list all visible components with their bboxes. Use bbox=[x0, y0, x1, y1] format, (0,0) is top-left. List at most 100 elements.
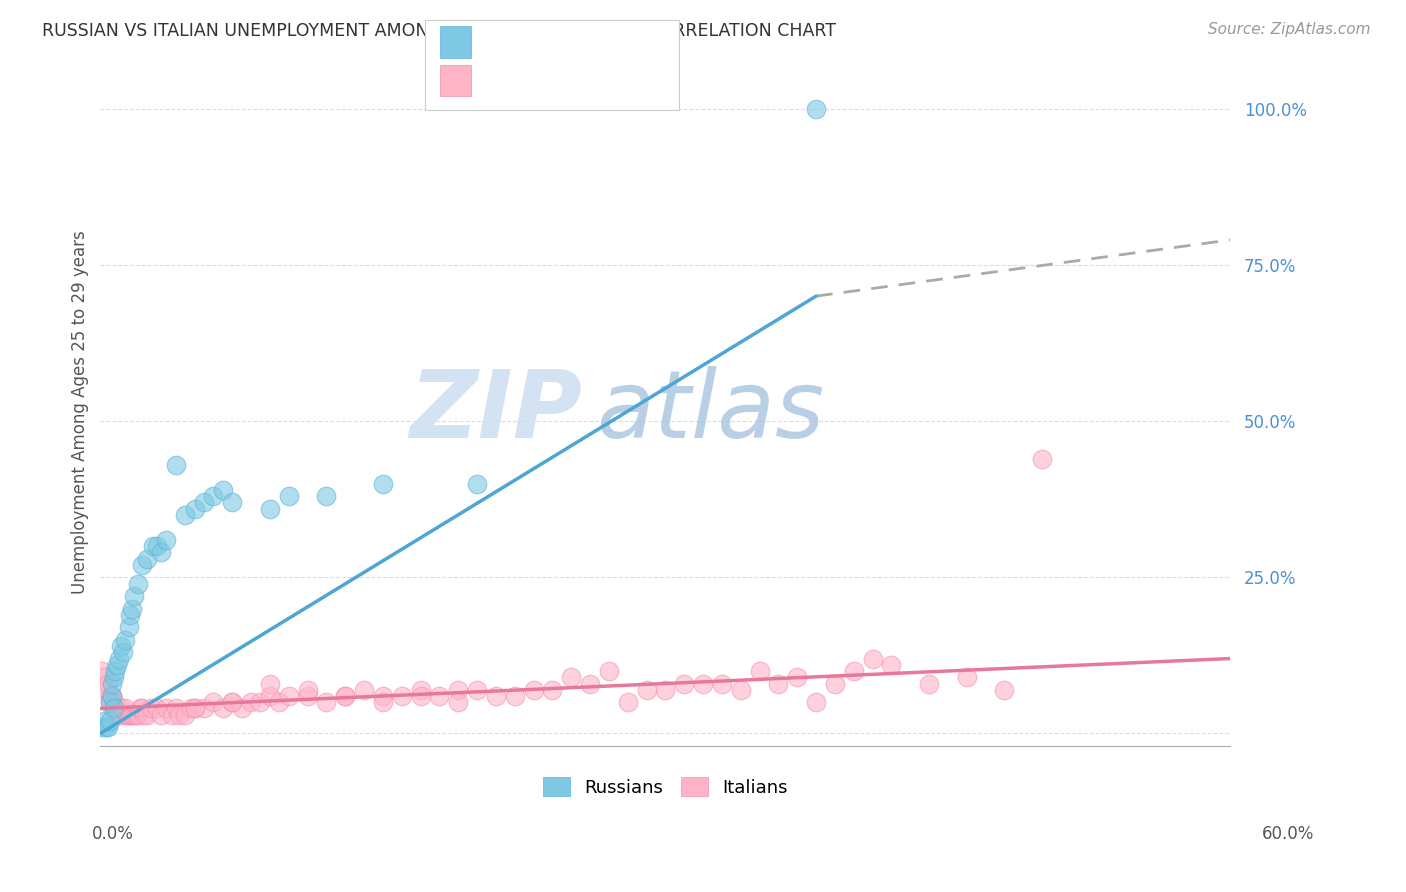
Point bbox=[122, 589, 145, 603]
Point bbox=[127, 576, 149, 591]
Text: R =: R = bbox=[479, 33, 517, 51]
Text: N =: N = bbox=[574, 71, 613, 89]
Point bbox=[673, 676, 696, 690]
Point bbox=[842, 664, 865, 678]
Point bbox=[710, 676, 733, 690]
Point bbox=[183, 701, 205, 715]
Point bbox=[880, 657, 903, 672]
Point bbox=[409, 682, 432, 697]
Point bbox=[560, 670, 582, 684]
Point bbox=[202, 695, 225, 709]
Point bbox=[259, 689, 281, 703]
Point bbox=[100, 689, 122, 703]
Point bbox=[129, 701, 152, 715]
Point bbox=[108, 651, 131, 665]
Point bbox=[98, 695, 121, 709]
Point bbox=[447, 682, 470, 697]
Point bbox=[100, 676, 122, 690]
Text: 40: 40 bbox=[609, 33, 633, 51]
Point bbox=[120, 607, 142, 622]
Point bbox=[100, 689, 122, 703]
Point bbox=[465, 682, 488, 697]
Point bbox=[100, 701, 122, 715]
Point bbox=[654, 682, 676, 697]
Text: N =: N = bbox=[574, 33, 613, 51]
Point bbox=[111, 645, 134, 659]
Point bbox=[136, 551, 159, 566]
Point bbox=[105, 701, 128, 715]
Point bbox=[91, 720, 114, 734]
Point bbox=[141, 701, 163, 715]
Point bbox=[94, 682, 117, 697]
Point bbox=[297, 689, 319, 703]
Point bbox=[409, 689, 432, 703]
Point bbox=[211, 701, 233, 715]
Point bbox=[616, 695, 638, 709]
Point bbox=[104, 664, 127, 678]
Point bbox=[918, 676, 941, 690]
Point bbox=[93, 714, 115, 728]
Point bbox=[180, 701, 202, 715]
Point bbox=[269, 695, 291, 709]
Point bbox=[193, 701, 215, 715]
Point bbox=[103, 701, 125, 715]
Point bbox=[447, 695, 470, 709]
Point bbox=[169, 707, 191, 722]
Text: 0.760: 0.760 bbox=[517, 33, 572, 51]
Point bbox=[117, 620, 139, 634]
Point bbox=[91, 664, 114, 678]
Point bbox=[155, 701, 177, 715]
Point bbox=[371, 689, 394, 703]
Point bbox=[465, 476, 488, 491]
Point bbox=[636, 682, 658, 697]
Point bbox=[93, 670, 115, 684]
Point bbox=[142, 539, 165, 553]
Point bbox=[132, 707, 155, 722]
Point bbox=[259, 676, 281, 690]
Point bbox=[993, 682, 1015, 697]
Y-axis label: Unemployment Among Ages 25 to 29 years: Unemployment Among Ages 25 to 29 years bbox=[72, 230, 89, 593]
Point bbox=[115, 707, 138, 722]
Point bbox=[174, 508, 197, 522]
Point bbox=[146, 701, 169, 715]
Point bbox=[183, 701, 205, 715]
Point bbox=[117, 707, 139, 722]
Point bbox=[98, 695, 121, 709]
Point bbox=[149, 707, 172, 722]
Point bbox=[692, 676, 714, 690]
Point bbox=[391, 689, 413, 703]
Point bbox=[541, 682, 564, 697]
Point bbox=[503, 689, 526, 703]
Point bbox=[956, 670, 979, 684]
Point bbox=[259, 501, 281, 516]
Point bbox=[155, 533, 177, 547]
Point bbox=[165, 701, 187, 715]
Point bbox=[98, 714, 121, 728]
Point bbox=[315, 489, 337, 503]
Point bbox=[335, 689, 357, 703]
Point bbox=[97, 676, 120, 690]
Point bbox=[522, 682, 544, 697]
Point bbox=[121, 601, 143, 615]
Point bbox=[748, 664, 770, 678]
Point bbox=[131, 701, 153, 715]
Text: R =: R = bbox=[479, 71, 517, 89]
Point bbox=[110, 701, 132, 715]
Point bbox=[174, 707, 197, 722]
Legend: Russians, Italians: Russians, Italians bbox=[536, 770, 796, 804]
Point bbox=[249, 695, 271, 709]
Point bbox=[335, 689, 357, 703]
Text: 0.0%: 0.0% bbox=[91, 825, 134, 843]
Point bbox=[183, 501, 205, 516]
Point bbox=[94, 720, 117, 734]
Point bbox=[103, 695, 125, 709]
Point bbox=[786, 670, 808, 684]
Point bbox=[131, 558, 153, 572]
Point bbox=[103, 670, 125, 684]
Point bbox=[104, 701, 127, 715]
Point bbox=[221, 495, 243, 509]
Point bbox=[371, 695, 394, 709]
Text: 90: 90 bbox=[609, 71, 633, 89]
Point bbox=[149, 545, 172, 559]
Point bbox=[804, 695, 827, 709]
